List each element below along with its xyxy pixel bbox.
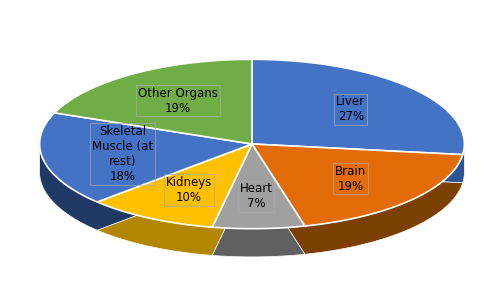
Text: Kidneys
10%: Kidneys 10% [165,176,212,204]
Polygon shape [212,172,305,257]
Text: Brain
19%: Brain 19% [335,165,366,193]
Text: Liver
27%: Liver 27% [336,95,365,123]
Polygon shape [252,59,464,155]
Polygon shape [252,144,464,183]
Polygon shape [252,88,464,183]
Polygon shape [97,172,252,255]
Polygon shape [97,144,252,227]
Text: Heart
7%: Heart 7% [239,183,273,211]
Polygon shape [40,113,252,202]
Polygon shape [252,172,463,254]
Polygon shape [212,144,305,229]
Polygon shape [252,144,463,226]
Text: Skeletal
Muscle (at
rest)
18%: Skeletal Muscle (at rest) 18% [92,125,153,183]
Polygon shape [252,144,463,254]
Polygon shape [40,141,252,230]
Polygon shape [212,144,305,257]
Polygon shape [97,144,252,255]
Polygon shape [54,88,252,172]
Polygon shape [54,59,252,144]
Polygon shape [40,144,252,230]
Text: Other Organs
19%: Other Organs 19% [138,87,218,115]
